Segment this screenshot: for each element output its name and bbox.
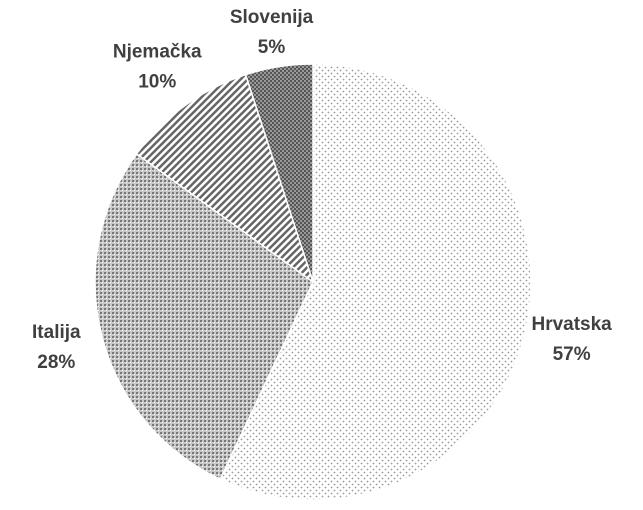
pie-slice	[244, 63, 314, 283]
slice-value-label: 10%	[138, 72, 176, 93]
pie-slice	[94, 152, 314, 481]
pie-slice	[219, 63, 532, 501]
slice-label: Italija	[32, 322, 81, 343]
slice-label: Hrvatska	[531, 314, 612, 335]
slice-value-label: 57%	[553, 344, 591, 365]
slice-value-label: 28%	[37, 352, 75, 373]
slice-value-label: 5%	[258, 37, 286, 58]
slice-label: Njemačka	[113, 42, 202, 63]
slice-label: Slovenija	[230, 7, 314, 28]
pie-slice	[135, 73, 315, 284]
